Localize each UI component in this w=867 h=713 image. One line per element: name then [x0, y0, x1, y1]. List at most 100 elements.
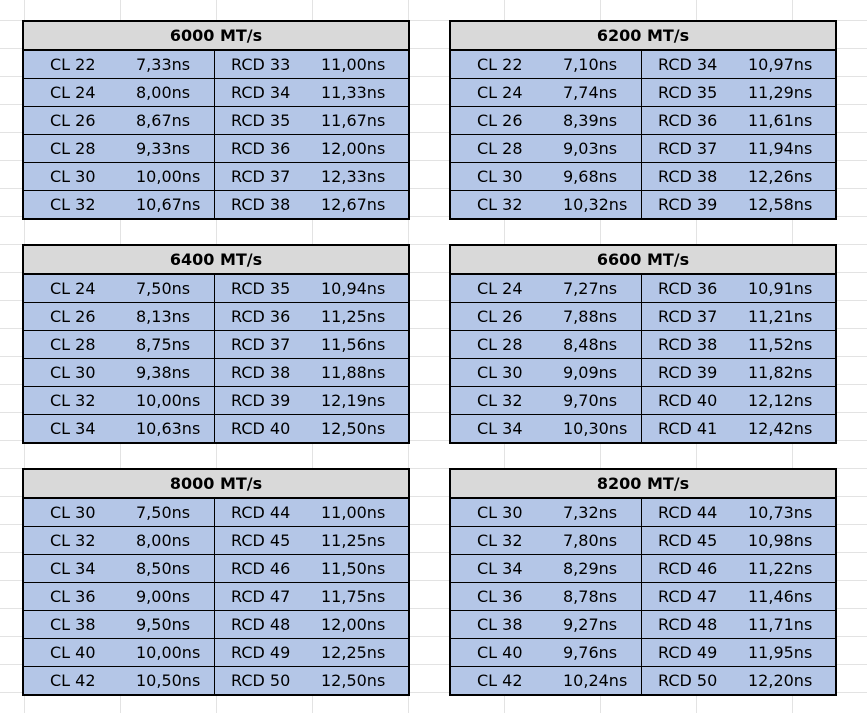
rcd-cell[interactable]: RCD 35 — [214, 107, 308, 134]
rcd-ns-cell[interactable]: 10,98ns — [748, 531, 813, 550]
rcd-ns-cell[interactable]: 11,00ns — [321, 503, 386, 522]
rcd-cell[interactable]: RCD 49 — [641, 639, 735, 666]
table-title[interactable]: 6200 MT/s — [451, 22, 835, 51]
rcd-ns-cell[interactable]: 11,29ns — [748, 83, 813, 102]
cl-ns-cell[interactable]: 8,67ns — [136, 111, 191, 130]
cl-ns-cell[interactable]: 10,00ns — [136, 643, 201, 662]
cl-cell[interactable]: CL 26 — [477, 307, 523, 326]
rcd-cell[interactable]: RCD 39 — [641, 191, 735, 218]
cl-ns-cell[interactable]: 8,78ns — [563, 587, 618, 606]
rcd-cell[interactable]: RCD 46 — [641, 555, 735, 582]
rcd-cell[interactable]: RCD 33 — [214, 51, 308, 78]
cl-cell[interactable]: CL 34 — [477, 419, 523, 438]
rcd-cell[interactable]: RCD 48 — [214, 611, 308, 638]
cl-cell[interactable]: CL 34 — [50, 419, 96, 438]
rcd-cell[interactable]: RCD 39 — [214, 387, 308, 414]
cl-ns-cell[interactable]: 9,76ns — [563, 643, 618, 662]
rcd-cell[interactable]: RCD 40 — [641, 387, 735, 414]
cl-cell[interactable]: CL 36 — [50, 587, 96, 606]
rcd-cell[interactable]: RCD 40 — [214, 415, 308, 442]
cl-cell[interactable]: CL 28 — [477, 139, 523, 158]
table-title[interactable]: 8200 MT/s — [451, 470, 835, 499]
rcd-ns-cell[interactable]: 11,50ns — [321, 559, 386, 578]
cl-ns-cell[interactable]: 8,29ns — [563, 559, 618, 578]
rcd-cell[interactable]: RCD 49 — [214, 639, 308, 666]
table-title[interactable]: 8000 MT/s — [24, 470, 408, 499]
cl-ns-cell[interactable]: 9,03ns — [563, 139, 618, 158]
rcd-cell[interactable]: RCD 45 — [214, 527, 308, 554]
cl-cell[interactable]: CL 34 — [50, 559, 96, 578]
rcd-cell[interactable]: RCD 36 — [214, 135, 308, 162]
cl-ns-cell[interactable]: 7,80ns — [563, 531, 618, 550]
cl-ns-cell[interactable]: 10,24ns — [563, 671, 628, 690]
cl-cell[interactable]: CL 26 — [50, 307, 96, 326]
rcd-ns-cell[interactable]: 11,71ns — [748, 615, 813, 634]
rcd-ns-cell[interactable]: 10,97ns — [748, 55, 813, 74]
cl-cell[interactable]: CL 22 — [50, 55, 96, 74]
cl-ns-cell[interactable]: 8,75ns — [136, 335, 191, 354]
cl-cell[interactable]: CL 40 — [50, 643, 96, 662]
cl-cell[interactable]: CL 22 — [477, 55, 523, 74]
rcd-ns-cell[interactable]: 10,94ns — [321, 279, 386, 298]
cl-ns-cell[interactable]: 7,88ns — [563, 307, 618, 326]
cl-cell[interactable]: CL 30 — [477, 503, 523, 522]
cl-cell[interactable]: CL 34 — [477, 559, 523, 578]
cl-cell[interactable]: CL 26 — [50, 111, 96, 130]
rcd-cell[interactable]: RCD 50 — [641, 667, 735, 694]
cl-ns-cell[interactable]: 7,33ns — [136, 55, 191, 74]
rcd-cell[interactable]: RCD 38 — [641, 331, 735, 358]
cl-cell[interactable]: CL 32 — [477, 195, 523, 214]
rcd-ns-cell[interactable]: 12,20ns — [748, 671, 813, 690]
rcd-ns-cell[interactable]: 10,91ns — [748, 279, 813, 298]
cl-cell[interactable]: CL 32 — [50, 391, 96, 410]
rcd-cell[interactable]: RCD 47 — [214, 583, 308, 610]
rcd-cell[interactable]: RCD 45 — [641, 527, 735, 554]
rcd-ns-cell[interactable]: 12,26ns — [748, 167, 813, 186]
cl-cell[interactable]: CL 32 — [50, 195, 96, 214]
rcd-cell[interactable]: RCD 36 — [214, 303, 308, 330]
cl-ns-cell[interactable]: 7,74ns — [563, 83, 618, 102]
rcd-cell[interactable]: RCD 50 — [214, 667, 308, 694]
rcd-ns-cell[interactable]: 11,94ns — [748, 139, 813, 158]
cl-ns-cell[interactable]: 8,50ns — [136, 559, 191, 578]
rcd-cell[interactable]: RCD 46 — [214, 555, 308, 582]
rcd-ns-cell[interactable]: 12,25ns — [321, 643, 386, 662]
rcd-ns-cell[interactable]: 11,22ns — [748, 559, 813, 578]
cl-ns-cell[interactable]: 9,00ns — [136, 587, 191, 606]
rcd-ns-cell[interactable]: 11,95ns — [748, 643, 813, 662]
cl-ns-cell[interactable]: 8,00ns — [136, 531, 191, 550]
cl-ns-cell[interactable]: 7,10ns — [563, 55, 618, 74]
cl-cell[interactable]: CL 36 — [477, 587, 523, 606]
cl-cell[interactable]: CL 24 — [477, 279, 523, 298]
cl-cell[interactable]: CL 24 — [477, 83, 523, 102]
rcd-ns-cell[interactable]: 11,75ns — [321, 587, 386, 606]
rcd-ns-cell[interactable]: 11,46ns — [748, 587, 813, 606]
cl-ns-cell[interactable]: 10,30ns — [563, 419, 628, 438]
rcd-cell[interactable]: RCD 38 — [641, 163, 735, 190]
cl-cell[interactable]: CL 26 — [477, 111, 523, 130]
rcd-cell[interactable]: RCD 48 — [641, 611, 735, 638]
cl-ns-cell[interactable]: 7,50ns — [136, 279, 191, 298]
rcd-ns-cell[interactable]: 11,56ns — [321, 335, 386, 354]
cl-ns-cell[interactable]: 7,50ns — [136, 503, 191, 522]
rcd-ns-cell[interactable]: 12,50ns — [321, 671, 386, 690]
cl-cell[interactable]: CL 30 — [50, 503, 96, 522]
cl-cell[interactable]: CL 32 — [477, 531, 523, 550]
rcd-cell[interactable]: RCD 38 — [214, 359, 308, 386]
rcd-ns-cell[interactable]: 11,00ns — [321, 55, 386, 74]
rcd-cell[interactable]: RCD 39 — [641, 359, 735, 386]
cl-cell[interactable]: CL 42 — [50, 671, 96, 690]
rcd-ns-cell[interactable]: 11,52ns — [748, 335, 813, 354]
rcd-cell[interactable]: RCD 34 — [641, 51, 735, 78]
rcd-cell[interactable]: RCD 35 — [641, 79, 735, 106]
rcd-cell[interactable]: RCD 35 — [214, 275, 308, 302]
cl-ns-cell[interactable]: 9,50ns — [136, 615, 191, 634]
cl-cell[interactable]: CL 28 — [50, 139, 96, 158]
cl-ns-cell[interactable]: 9,27ns — [563, 615, 618, 634]
rcd-cell[interactable]: RCD 38 — [214, 191, 308, 218]
rcd-cell[interactable]: RCD 47 — [641, 583, 735, 610]
rcd-ns-cell[interactable]: 11,88ns — [321, 363, 386, 382]
table-title[interactable]: 6400 MT/s — [24, 246, 408, 275]
cl-ns-cell[interactable]: 10,63ns — [136, 419, 201, 438]
cl-ns-cell[interactable]: 10,00ns — [136, 167, 201, 186]
